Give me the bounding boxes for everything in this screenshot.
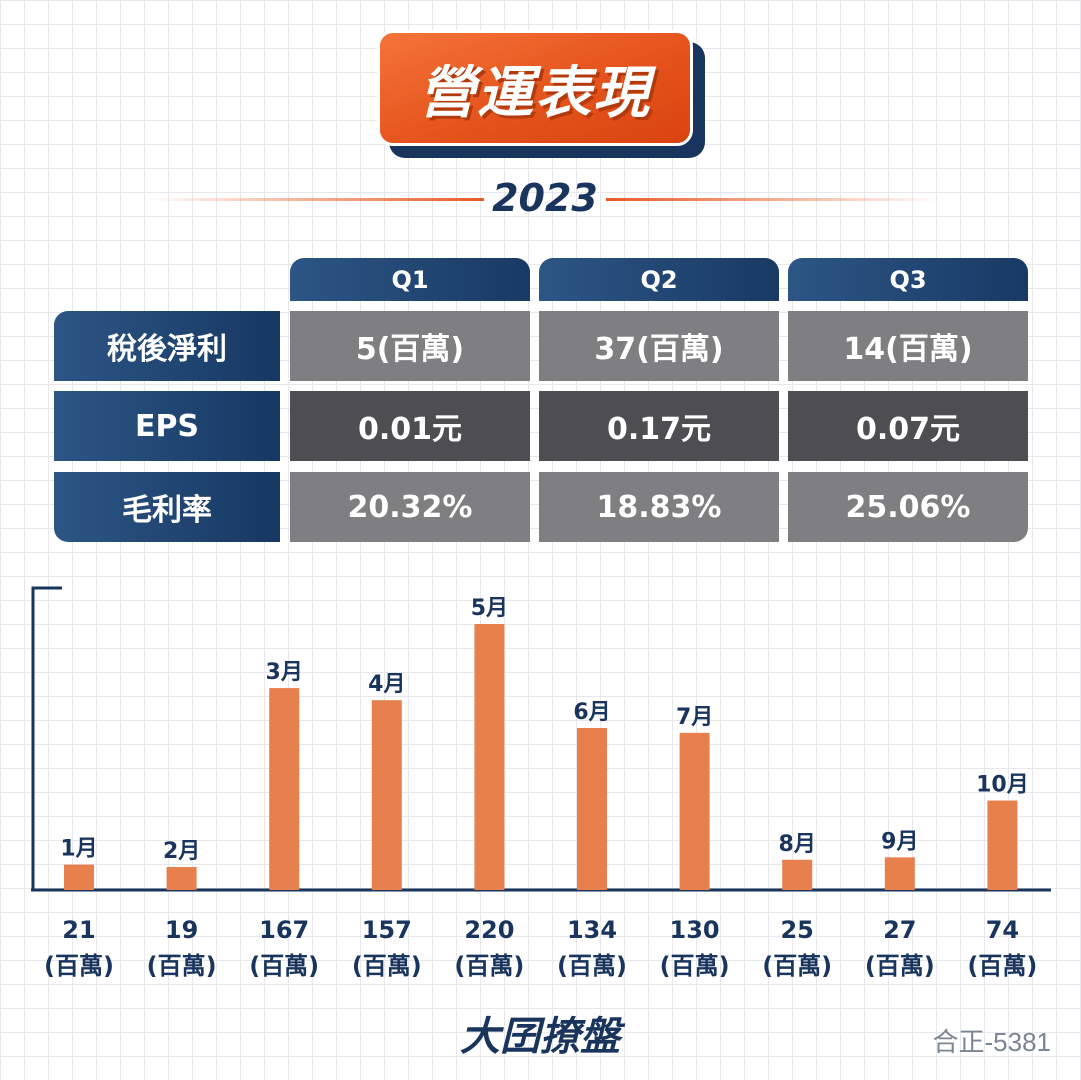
- quarter-header-q3: Q3: [788, 258, 1028, 301]
- cell-eps-q3: 0.07元: [788, 391, 1028, 461]
- value-unit: (百萬): [557, 952, 627, 980]
- value-unit: (百萬): [864, 952, 935, 980]
- value-label-2: 19 (百萬): [132, 912, 232, 984]
- bar-label-7: 7月: [676, 705, 713, 730]
- cell-gross-margin-q1: 20.32%: [290, 472, 530, 542]
- cell-gross-margin-q3: 25.06%: [788, 472, 1028, 542]
- value-label-3: 167 (百萬): [234, 912, 334, 984]
- y-axis-line: [31, 586, 62, 890]
- value-unit: (百萬): [762, 952, 833, 980]
- value-label-9: 27 (百萬): [850, 912, 950, 984]
- cell-gross-margin-q2: 18.83%: [539, 472, 779, 542]
- chart-axes: [31, 586, 1051, 892]
- bar-label-1: 1月: [60, 837, 97, 862]
- value-label-1: 21 (百萬): [29, 912, 129, 984]
- bar-7: [679, 732, 710, 890]
- value-label-8: 25 (百萬): [747, 912, 847, 984]
- value-unit: (百萬): [44, 952, 114, 980]
- bar-label-3: 3月: [266, 660, 303, 685]
- value-number: 21: [62, 916, 96, 944]
- page-title: 營運表現: [419, 60, 651, 126]
- value-unit: (百萬): [351, 952, 422, 980]
- value-unit: (百萬): [967, 952, 1038, 980]
- year-divider-left: [150, 198, 484, 201]
- chart-month-labels: 1月 2月 3月 4月 5月 6月 7月 8月 9月 10月: [60, 596, 1028, 864]
- value-label-5: 220 (百萬): [439, 912, 539, 984]
- value-number: 19: [164, 916, 199, 944]
- bar-label-4: 4月: [368, 672, 405, 697]
- monthly-revenue-chart: 1月 2月 3月 4月 5月 6月 7月 8月 9月 10月: [31, 586, 1051, 892]
- bar-8: [782, 859, 813, 890]
- year-divider-right: [606, 198, 940, 201]
- value-unit: (百萬): [454, 952, 525, 980]
- value-number: 27: [883, 916, 917, 944]
- cell-eps-q1: 0.01元: [290, 391, 530, 461]
- value-unit: (百萬): [249, 952, 320, 980]
- quarter-header-q1: Q1: [290, 258, 530, 301]
- row-label-net-income: 稅後淨利: [54, 311, 280, 381]
- bar-label-9: 9月: [881, 829, 918, 854]
- value-number: 220: [464, 916, 515, 944]
- bar-1: [64, 864, 94, 890]
- value-label-10: 74 (百萬): [952, 912, 1052, 984]
- bar-2: [166, 867, 197, 890]
- bar-3: [269, 688, 300, 890]
- value-number: 74: [985, 916, 1020, 944]
- cell-net-income-q1: 5(百萬): [290, 311, 530, 381]
- bar-label-6: 6月: [573, 700, 610, 725]
- cell-eps-q2: 0.17元: [539, 391, 779, 461]
- title-banner: 營運表現: [377, 30, 705, 160]
- stock-code: 合正-5381: [932, 1027, 1052, 1057]
- value-number: 130: [669, 916, 720, 944]
- cell-net-income-q2: 37(百萬): [539, 311, 779, 381]
- chart-bars: [64, 624, 1018, 890]
- brand-logo: 大囝撩盤: [460, 1014, 620, 1060]
- bar-label-10: 10月: [976, 773, 1029, 798]
- value-number: 25: [780, 916, 814, 944]
- value-unit: (百萬): [659, 952, 730, 980]
- title-banner-box: 營運表現: [377, 30, 693, 146]
- quarter-header-q2: Q2: [539, 258, 779, 301]
- value-label-4: 157 (百萬): [337, 912, 437, 984]
- bar-label-2: 2月: [163, 839, 200, 864]
- bar-4: [371, 700, 402, 890]
- value-label-7: 130 (百萬): [645, 912, 745, 984]
- value-number: 167: [259, 916, 310, 944]
- row-label-gross-margin: 毛利率: [54, 472, 280, 542]
- bar-9: [884, 857, 915, 890]
- row-label-eps: EPS: [54, 391, 280, 461]
- bar-6: [577, 727, 607, 890]
- year-label: 2023: [492, 176, 598, 220]
- bar-label-5: 5月: [471, 596, 508, 621]
- bar-label-8: 8月: [779, 832, 816, 857]
- bar-10: [987, 800, 1018, 890]
- bar-5: [474, 624, 505, 890]
- value-number: 134: [566, 916, 618, 944]
- cell-net-income-q3: 14(百萬): [788, 311, 1028, 381]
- value-number: 157: [361, 916, 412, 944]
- value-label-6: 134 (百萬): [542, 912, 642, 984]
- value-unit: (百萬): [146, 952, 217, 980]
